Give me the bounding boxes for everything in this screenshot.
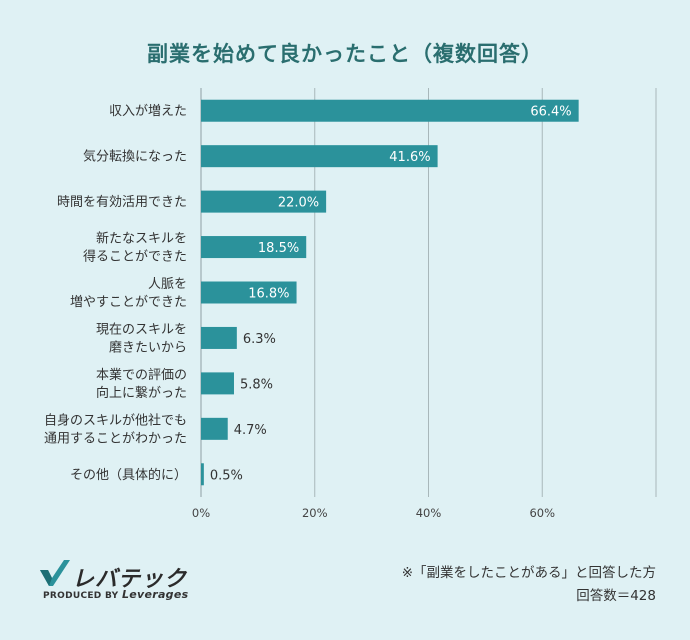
category-label: 自身のスキルが他社でも	[44, 412, 187, 428]
category-label: 磨きたいから	[109, 340, 187, 355]
data-label: 5.8%	[240, 377, 273, 392]
chart-title: 副業を始めて良かったこと（複数回答）	[147, 42, 543, 66]
footnote-line-2: 回答数＝428	[576, 588, 656, 604]
category-label: 時間を有効活用できた	[57, 195, 187, 210]
x-tick-label: 40%	[416, 506, 442, 520]
x-tick-label: 0%	[192, 506, 210, 520]
bar	[201, 190, 327, 213]
bar	[201, 326, 237, 349]
data-label: 16.8%	[248, 287, 289, 302]
bar-chart: 0% 20% 40% 60% 収入が増えた 66.4% 気分転換になった 41.6% 時間を有効…	[44, 88, 657, 520]
footnote: ※「副業をしたことがある」と回答した方 回答数＝428	[402, 562, 656, 608]
category-label: 向上に繋がった	[96, 385, 187, 401]
data-label: 66.4%	[530, 105, 571, 120]
produced-by-text: PRODUCED BY	[43, 591, 119, 601]
label-layer: 0% 20% 40% 60% 収入が増えた 66.4% 気分転換になった 41.6% 時間を有効…	[44, 104, 572, 520]
category-label: 気分転換になった	[83, 149, 187, 165]
data-label: 6.3%	[243, 332, 276, 347]
category-label: 本業での評価の	[96, 367, 187, 383]
logo-subtitle: PRODUCED BY Leverages	[43, 588, 188, 601]
logo-name: レバテック	[72, 567, 188, 592]
category-label: 現在のスキルを	[96, 322, 187, 337]
category-label: その他（具体的に）	[70, 467, 187, 483]
brand-text: Leverages	[121, 588, 189, 601]
bar	[201, 463, 204, 486]
data-label: 4.7%	[234, 423, 267, 438]
x-tick-label: 60%	[529, 506, 555, 520]
bar	[201, 417, 228, 440]
data-label: 0.5%	[210, 468, 243, 483]
bar	[201, 99, 579, 122]
category-label: 人脈を	[148, 277, 187, 292]
category-label: 得ることができた	[83, 249, 187, 265]
logo-check-icon	[40, 560, 70, 586]
data-label: 41.6%	[389, 150, 430, 165]
data-label: 18.5%	[258, 241, 299, 256]
bar	[201, 372, 234, 395]
category-label: 新たなスキルを	[96, 231, 187, 247]
category-label: 収入が増えた	[109, 104, 187, 119]
bar	[201, 236, 307, 259]
data-label: 22.0%	[278, 196, 319, 211]
bar-layer	[201, 99, 579, 486]
x-tick-label: 20%	[302, 506, 328, 520]
bar	[201, 145, 438, 168]
bar	[201, 281, 297, 304]
category-label: 増やすことができた	[70, 295, 187, 310]
footnote-line-1: ※「副業をしたことがある」と回答した方	[401, 565, 656, 581]
category-label: 通用することがわかった	[44, 431, 187, 446]
